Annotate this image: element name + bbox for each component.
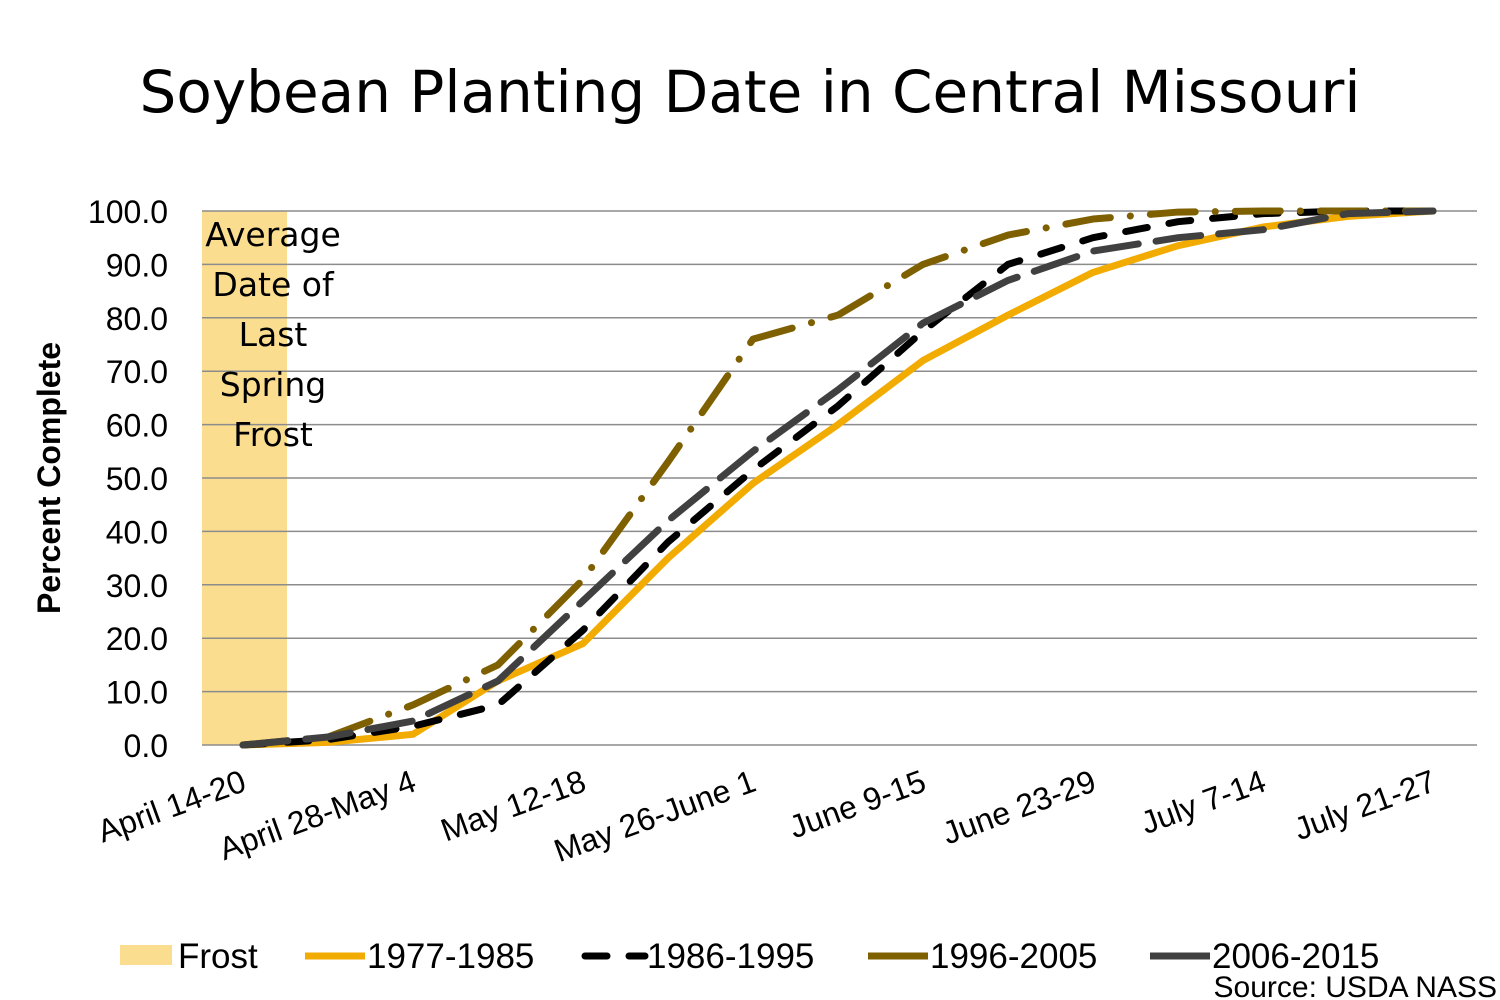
frost-annotation-line: Frost: [233, 415, 313, 454]
frost-annotation-line: Date of: [212, 265, 335, 304]
source-note: Source: USDA NASS: [1214, 971, 1497, 1000]
frost-annotation: Average Date of Last Spring Frost: [205, 215, 341, 454]
gridlines: [202, 210, 1477, 746]
y-axis-ticks: 0.0 10.0 20.0 30.0 40.0 50.0 60.0 70.0 80.0 90.0 1…: [88, 194, 168, 764]
x-tick-label: June 9-15: [784, 763, 930, 846]
legend-label: 1977-1985: [367, 937, 534, 976]
x-tick-label: July 21-27: [1289, 763, 1440, 847]
y-tick-label: 90.0: [106, 247, 168, 283]
y-tick-label: 40.0: [106, 514, 168, 550]
x-tick-label: June 23-29: [938, 763, 1101, 852]
frost-annotation-line: Spring: [220, 365, 327, 404]
y-tick-label: 20.0: [106, 621, 168, 657]
y-tick-label: 50.0: [106, 461, 168, 497]
frost-annotation-line: Last: [239, 315, 308, 354]
frost-annotation-line: Average: [205, 215, 341, 254]
legend: Frost 1977-1985 1986-1995 1996-2005 2006-201…: [120, 937, 1379, 976]
series-lines: [239, 207, 1437, 749]
y-tick-label: 10.0: [106, 675, 168, 711]
legend-label: 1986-1995: [647, 937, 814, 976]
legend-swatch-frost: [120, 945, 172, 965]
y-tick-label: 30.0: [106, 568, 168, 604]
legend-label: 1996-2005: [930, 937, 1097, 976]
y-axis-label: Percent Complete: [31, 342, 67, 614]
y-tick-label: 80.0: [106, 301, 168, 337]
y-tick-label: 60.0: [106, 408, 168, 444]
y-tick-label: 100.0: [88, 194, 168, 230]
x-tick-label: July 7-14: [1136, 763, 1270, 841]
legend-label: 2006-2015: [1212, 937, 1379, 976]
legend-label: Frost: [178, 937, 258, 976]
chart-title: Soybean Planting Date in Central Missour…: [140, 58, 1361, 126]
y-tick-label: 0.0: [124, 728, 168, 764]
x-tick-label: April 28-May 4: [214, 763, 420, 867]
y-tick-label: 70.0: [106, 354, 168, 390]
